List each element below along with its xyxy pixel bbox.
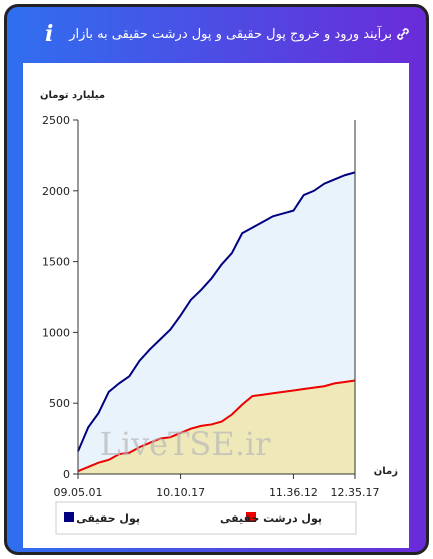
line [77, 171, 356, 452]
header-title: برآیند ورود و خروج پول حقیقی و پول درشت … [69, 27, 392, 42]
legend-swatch [64, 512, 74, 522]
y-tick-label: 2500 [42, 114, 70, 127]
area [78, 380, 355, 474]
y-tick-label: 0 [63, 468, 70, 481]
y-tick-label: 500 [49, 397, 70, 410]
y-tick-label: 2000 [42, 185, 70, 198]
line [77, 379, 356, 473]
legend-label: پول حقیقی [76, 512, 140, 525]
info-icon[interactable]: i [45, 21, 54, 47]
legend-box [55, 501, 357, 535]
y-tick-label: 1500 [42, 256, 70, 269]
watermark: LiveTSE.ir [100, 425, 272, 463]
x-axis-title: زمان [374, 466, 398, 477]
y-axis-title: میلیارد تومان [40, 90, 105, 101]
x-tick-label: 09.05.01 [54, 486, 103, 499]
x-tick-label: 10.10.17 [156, 486, 205, 499]
legend-label: پول درشت حقیقی [220, 512, 322, 525]
legend-swatch [246, 512, 256, 522]
x-tick-label: 12.35.17 [331, 486, 380, 499]
header: i برآیند ورود و خروج پول حقیقی و پول درش… [7, 7, 426, 63]
link-icon[interactable] [396, 27, 410, 41]
y-tick-label: 1000 [42, 326, 70, 339]
x-tick-label: 11.36.12 [269, 486, 318, 499]
plot [77, 171, 356, 474]
